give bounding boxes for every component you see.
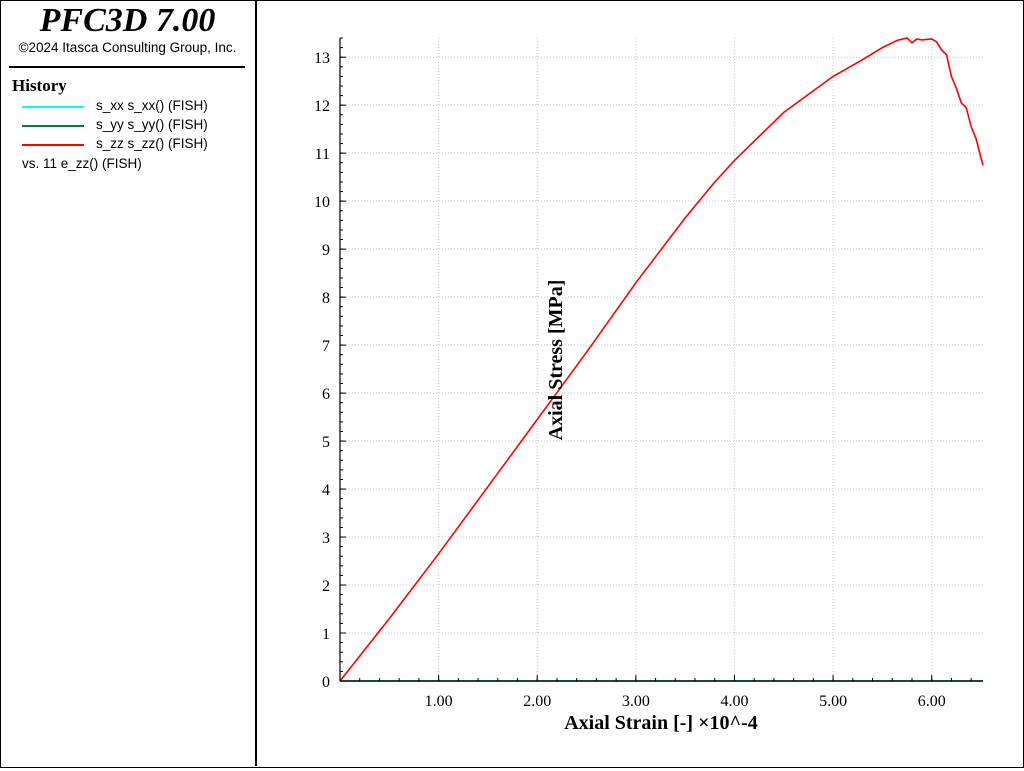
y-tick-label: 4 xyxy=(322,482,330,499)
y-tick-label: 0 xyxy=(322,674,330,691)
legend-header: History xyxy=(12,76,67,95)
y-tick-label: 2 xyxy=(322,578,330,595)
plot-area: 1.00 2.00 3.00 4.00 5.00 6.00 0 1 2 3 4 5 6 7 8 9 10 11 12… xyxy=(258,0,1022,766)
x-tick-label: 1.00 xyxy=(425,693,453,710)
y-tick-label: 11 xyxy=(315,146,330,163)
legend-item-s-yy: s_yy s_yy() (FISH) xyxy=(22,117,252,135)
y-tick-label: 13 xyxy=(314,50,330,67)
x-tick-label: 5.00 xyxy=(819,693,847,710)
legend-swatch-s-zz xyxy=(22,144,84,146)
y-tick-label: 7 xyxy=(322,338,330,355)
history-chart: 1.00 2.00 3.00 4.00 5.00 6.000123456789101112… xyxy=(314,37,984,734)
legend-vs-label: vs. 11 e_zz() (FISH) xyxy=(22,156,142,171)
y-tick-label: 3 xyxy=(322,530,330,547)
x-tick-label: 6.00 xyxy=(918,693,946,710)
legend-label-s-zz: s_zz s_zz() (FISH) xyxy=(96,136,208,151)
legend-item-s-xx: s_xx s_xx() (FISH) xyxy=(22,98,252,116)
copyright-text: ©2024 Itasca Consulting Group, Inc. xyxy=(18,40,237,55)
legend-label-s-xx: s_xx s_xx() (FISH) xyxy=(96,98,208,113)
x-tick-label: 3.00 xyxy=(622,693,650,710)
y-axis-title: Axial Stress [MPa] xyxy=(545,280,567,441)
side-panel: PFC3D 7.00 ©2024 Itasca Consulting Group… xyxy=(0,0,257,766)
legend-item-s-zz: s_zz s_zz() (FISH) xyxy=(22,136,252,154)
x-axis-title: Axial Strain [-] ×10^-4 xyxy=(564,712,758,734)
legend-label-s-yy: s_yy s_yy() (FISH) xyxy=(96,117,208,132)
y-tick-label: 12 xyxy=(314,98,330,115)
grid-layer xyxy=(340,38,983,681)
app-title: PFC3D 7.00 xyxy=(39,2,216,39)
divider xyxy=(9,66,245,68)
x-tick-label: 4.00 xyxy=(720,693,748,710)
axes-layer xyxy=(339,37,983,682)
ticks-layer: 1.00 2.00 3.00 4.00 5.00 6.000123456789101112… xyxy=(314,50,946,710)
y-tick-label: 10 xyxy=(314,194,330,211)
y-tick-label: 8 xyxy=(322,290,330,307)
legend-swatch-s-yy xyxy=(22,125,84,127)
legend-swatch-s-xx xyxy=(22,106,84,108)
series-line-3 xyxy=(339,37,984,682)
y-tick-label: 5 xyxy=(322,434,330,451)
x-tick-label: 2.00 xyxy=(523,693,551,710)
y-tick-label: 6 xyxy=(322,386,330,403)
y-tick-label: 1 xyxy=(322,626,330,643)
y-tick-label: 9 xyxy=(322,242,330,259)
